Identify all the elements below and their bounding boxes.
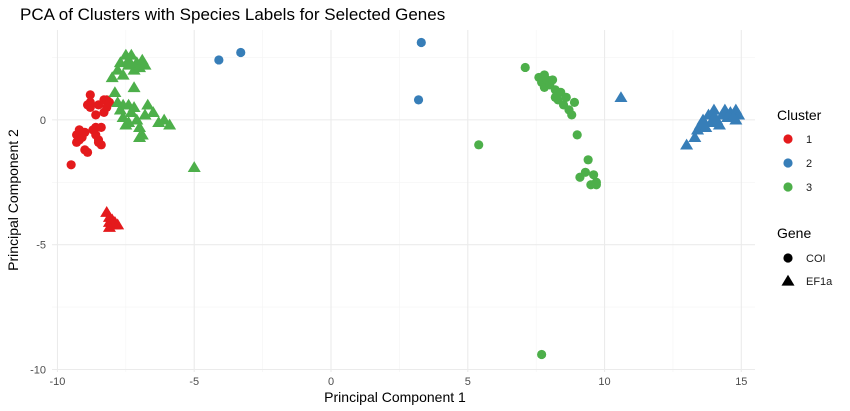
legend-cluster-label: 2	[806, 158, 812, 170]
point-cluster1-coi	[66, 160, 76, 170]
point-cluster3-ef1a	[133, 121, 147, 133]
point-cluster3-ef1a	[127, 101, 141, 113]
legend-gene-label: EF1a	[806, 276, 833, 288]
legend-cluster-label: 1	[806, 134, 812, 146]
legend-gene-label: COI	[806, 253, 826, 265]
x-tick-label: -10	[50, 376, 66, 388]
point-cluster3-coi	[567, 110, 577, 120]
x-tick-label: 10	[598, 376, 610, 388]
point-cluster1-coi	[93, 137, 104, 147]
cluster-legend: Cluster 1 2 3	[777, 107, 822, 194]
point-cluster1-coi	[96, 122, 106, 132]
point-cluster1-coi	[91, 110, 101, 120]
legend-cluster-label: 3	[806, 182, 812, 194]
point-cluster3-coi	[561, 92, 571, 103]
point-cluster3-ef1a	[111, 63, 125, 75]
point-cluster3-ef1a	[146, 106, 160, 118]
chart-title: PCA of Clusters with Species Labels for …	[20, 5, 445, 24]
grid	[52, 30, 755, 372]
point-cluster2-coi	[236, 47, 246, 58]
point-cluster3-ef1a	[130, 113, 144, 125]
legend-cluster-key	[783, 182, 793, 192]
y-tick-label: -10	[30, 365, 46, 377]
cluster-legend-title: Cluster	[777, 107, 822, 123]
point-cluster2-ef1a	[707, 111, 721, 123]
y-tick-label: -5	[36, 240, 46, 252]
legend-gene-key	[783, 253, 793, 263]
point-cluster3-ef1a	[187, 161, 201, 172]
point-cluster1-coi	[104, 97, 115, 107]
point-cluster3-ef1a	[133, 131, 147, 142]
point-cluster3-coi	[580, 167, 591, 177]
point-cluster3-coi	[572, 130, 582, 140]
point-cluster2-ef1a	[688, 131, 702, 142]
point-cluster3-coi	[547, 75, 558, 85]
point-cluster3-ef1a	[108, 86, 122, 98]
point-cluster1-coi	[85, 90, 95, 100]
point-cluster3-coi	[520, 62, 530, 73]
point-cluster3-ef1a	[116, 111, 130, 123]
point-cluster3-ef1a	[124, 48, 138, 60]
point-cluster2-ef1a	[614, 91, 628, 103]
point-cluster1-coi	[74, 125, 84, 135]
point-cluster3-ef1a	[138, 58, 152, 70]
data-points	[66, 37, 746, 360]
point-cluster3-coi	[591, 180, 601, 190]
point-cluster3-coi	[569, 97, 580, 107]
point-cluster3-ef1a	[163, 118, 177, 130]
x-tick-label: 15	[735, 376, 747, 388]
legend-cluster-key	[783, 134, 793, 144]
point-cluster3-ef1a	[141, 98, 155, 110]
point-cluster3-ef1a	[105, 71, 119, 83]
legend-cluster-key	[783, 158, 793, 168]
point-cluster3-ef1a	[116, 68, 130, 80]
point-cluster2-ef1a	[680, 138, 694, 150]
point-cluster3-ef1a	[127, 81, 141, 93]
x-tick-label: 0	[328, 376, 334, 388]
x-tick-label: -5	[189, 376, 199, 388]
point-cluster2-ef1a	[707, 103, 721, 115]
axis-ticks: -10 -5 0 5 10 15 -10 -5 0	[30, 115, 747, 388]
point-cluster2-ef1a	[726, 111, 740, 123]
y-tick-label: 0	[40, 115, 46, 127]
point-cluster1-coi	[82, 147, 93, 157]
point-cluster3-coi	[474, 140, 484, 150]
point-cluster3-coi	[583, 155, 593, 165]
point-cluster3-coi	[537, 349, 547, 360]
gene-legend-title: Gene	[777, 225, 811, 241]
gene-legend: Gene COI EF1a	[777, 225, 833, 288]
point-cluster3-ef1a	[116, 98, 130, 110]
legend-gene-key	[781, 274, 795, 286]
point-cluster2-coi	[214, 55, 224, 65]
point-cluster3-coi	[589, 170, 599, 180]
x-axis-title: Principal Component 1	[324, 389, 466, 405]
point-cluster2-ef1a	[712, 118, 726, 130]
point-cluster2-coi	[416, 37, 426, 48]
point-cluster1-coi	[85, 97, 95, 107]
point-cluster3-ef1a	[122, 116, 136, 128]
point-cluster3-ef1a	[157, 113, 171, 125]
point-cluster2-ef1a	[696, 116, 710, 128]
y-axis-title: Principal Component 2	[5, 129, 21, 271]
point-cluster1-ef1a	[111, 218, 125, 230]
x-tick-label: 5	[465, 376, 471, 388]
point-cluster2-coi	[413, 95, 424, 105]
